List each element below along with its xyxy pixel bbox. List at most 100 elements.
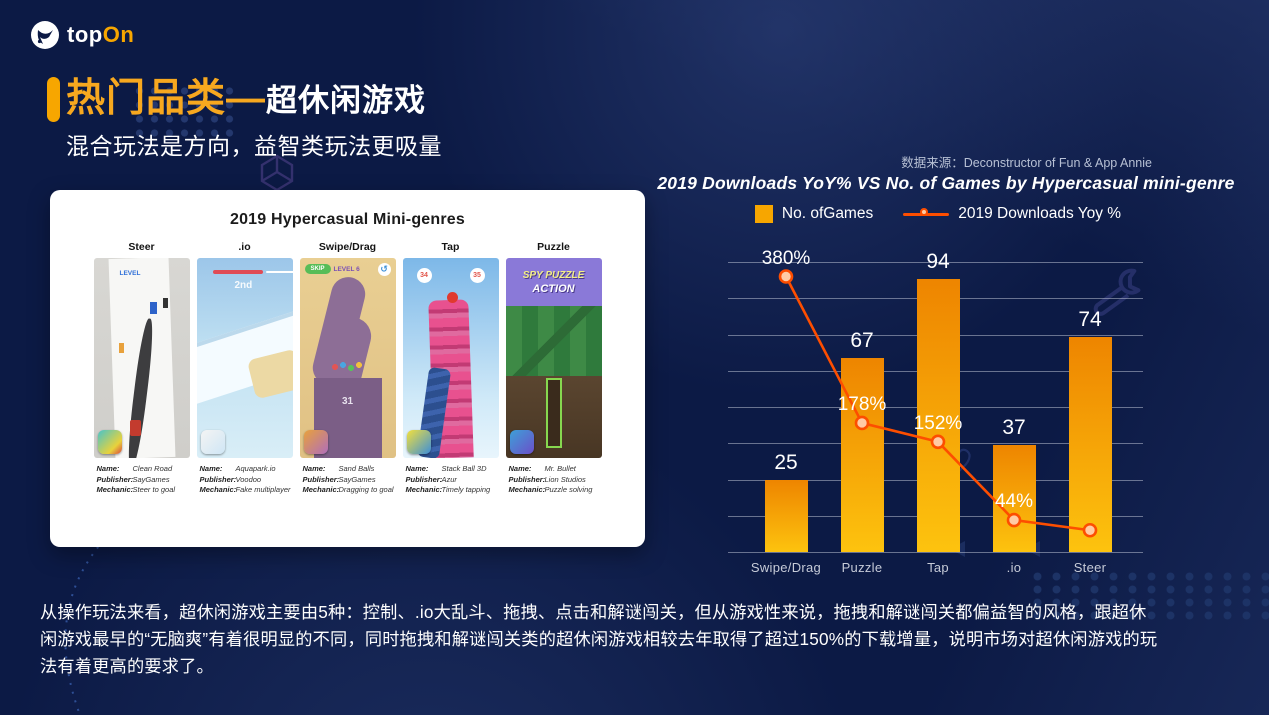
skip-button-label: SKIP xyxy=(304,264,331,274)
x-axis-label: Puzzle xyxy=(841,560,883,575)
genres-card: 2019 Hypercasual Mini-genres Steer LEVEL N… xyxy=(50,190,645,547)
info-label: Publisher: xyxy=(302,474,340,484)
game-column-tap: Tap 34 35 Name: Stack Ball 3D Publisher: Azur M… xyxy=(402,241,499,496)
info-label: Name: xyxy=(302,464,326,473)
line-marker xyxy=(778,269,794,284)
art-shape xyxy=(329,360,366,374)
bar-Tap xyxy=(916,279,960,552)
banner-line1: SPY PUZZLE xyxy=(522,270,585,281)
game-info: Name: Sand Balls Publisher: SayGames Mechani… xyxy=(300,464,396,496)
dot-grid-decoration xyxy=(1028,570,1269,622)
page-subtitle: 混合玩法是方向，益智类玩法更吸量 xyxy=(66,133,442,159)
info-row-name: Name: Stack Ball 3D xyxy=(406,464,499,475)
info-value: Aquapark.io xyxy=(235,464,276,473)
undo-icon: ↺ xyxy=(377,263,391,276)
legend-bar-label: No. ofGames xyxy=(781,205,874,222)
info-row-name: Name: Clean Road xyxy=(97,464,190,475)
chart-title: 2019 Downloads YoY% VS No. of Games by H… xyxy=(657,173,1235,193)
data-source-note: 数据来源：Deconstructor of Fun & App Annie xyxy=(901,156,1152,170)
level-label: LEVEL 6 xyxy=(333,266,360,273)
gridline xyxy=(728,552,1143,553)
info-label: Publisher: xyxy=(508,474,546,484)
info-row-publisher: Publisher: Azur xyxy=(406,475,499,486)
game-column-swipe: Swipe/Drag SKIP LEVEL 6 31 ↺ Name: Sand Balls P… xyxy=(299,241,396,496)
art-shape xyxy=(129,420,141,436)
page-title-rest: 超休闲游戏 xyxy=(266,83,427,118)
info-label: Mechanic: xyxy=(199,485,237,494)
rank-label: 2nd xyxy=(234,280,253,291)
genre-header: .io xyxy=(238,241,251,253)
info-label: Publisher: xyxy=(199,474,237,484)
app-icon xyxy=(303,430,328,454)
game-info: Name: Mr. Bullet Publisher: Lion Studios Mec… xyxy=(506,464,602,496)
chart-legend: No. ofGames 2019 Downloads Yoy % xyxy=(728,205,1148,223)
genre-header: Puzzle xyxy=(537,241,570,253)
info-row-publisher: Publisher: SayGames xyxy=(303,475,396,486)
info-row-mechanic: Mechanic: Timely tapping xyxy=(406,485,499,496)
info-row-name: Name: Aquapark.io xyxy=(200,464,293,475)
brand-logo: topOn xyxy=(30,20,134,50)
info-value: Dragging to goal xyxy=(338,485,394,494)
info-value: Timely tapping xyxy=(441,485,491,494)
page-title-highlight: 热门品类— xyxy=(66,77,267,120)
x-axis-label: Steer xyxy=(1073,560,1107,575)
progress-from: 34 xyxy=(416,268,432,283)
app-icon xyxy=(406,430,431,454)
game-screenshot-puzzle: SPY PUZZLE ACTION xyxy=(505,258,602,458)
info-value: Stack Ball 3D xyxy=(441,464,487,473)
line-marker xyxy=(1006,512,1022,528)
card-title: 2019 Hypercasual Mini-genres xyxy=(229,211,466,228)
info-value: Clean Road xyxy=(132,464,173,473)
art-shape xyxy=(545,378,562,448)
game-info: Name: Stack Ball 3D Publisher: Azur Mechanic… xyxy=(403,464,499,496)
line-marker xyxy=(930,434,946,450)
info-row-publisher: Publisher: Lion Studios xyxy=(509,475,602,486)
wrench-icon xyxy=(1093,268,1141,316)
bar-value-label: 67 xyxy=(850,328,874,352)
bar-value-label: 25 xyxy=(774,450,798,474)
analysis-paragraph: 从操作玩法来看，超休闲游戏主要由5种：控制、.io大乱斗、拖拽、点击和解谜闯关，… xyxy=(40,602,1158,676)
line-value-label: 44% xyxy=(994,491,1034,513)
app-icon xyxy=(200,430,225,454)
page-title: 热门品类—超休闲游戏 xyxy=(66,74,426,132)
gridline xyxy=(728,262,1143,263)
genre-header: Swipe/Drag xyxy=(318,241,377,253)
game-screenshot-tap: 34 35 xyxy=(402,258,499,458)
info-row-publisher: Publisher: SayGames xyxy=(97,475,190,486)
app-icon xyxy=(509,430,534,454)
line-value-label: 152% xyxy=(913,412,963,434)
info-label: Mechanic: xyxy=(405,485,443,494)
legend-bar-swatch xyxy=(754,205,773,223)
x-axis-label: Swipe/Drag xyxy=(750,560,822,575)
game-screenshot-io: 2nd xyxy=(196,258,293,458)
combo-chart: 25 Swipe/Drag 67 Puzzle 94 Tap 37 .io 74 Steer 380… xyxy=(728,240,1148,580)
art-shape xyxy=(212,270,263,274)
progress-to: 35 xyxy=(469,268,485,283)
downloads-yoy-line xyxy=(778,269,1098,538)
game-screenshot-swipe: SKIP LEVEL 6 31 ↺ xyxy=(299,258,396,458)
line-marker xyxy=(1082,522,1098,538)
bar-value-label: 37 xyxy=(1002,415,1026,439)
info-label: Mechanic: xyxy=(508,485,546,494)
x-axis-label: Tap xyxy=(927,560,949,575)
info-value: Lion Studios xyxy=(544,474,586,484)
dot-grid-decoration xyxy=(132,84,240,138)
info-value: Steer to goal xyxy=(132,485,176,494)
game-column-steer: Steer LEVEL Name: Clean Road Publisher: SayGa… xyxy=(93,241,190,496)
info-row-mechanic: Mechanic: Dragging to goal xyxy=(303,485,396,496)
info-row-name: Name: Mr. Bullet xyxy=(509,464,602,475)
bar-value-label: 74 xyxy=(1078,308,1102,332)
bar-value-label: 94 xyxy=(926,250,950,274)
legend-line-label: 2019 Downloads Yoy % xyxy=(958,205,1122,222)
info-label: Mechanic: xyxy=(96,485,134,494)
bar-Puzzle xyxy=(840,357,884,552)
bar-Steer xyxy=(1068,337,1112,552)
art-shape xyxy=(505,306,602,376)
legend-line-swatch xyxy=(903,208,950,216)
topon-logo-icon xyxy=(31,21,59,49)
app-icon xyxy=(97,430,122,454)
info-row-publisher: Publisher: Voodoo xyxy=(200,475,293,486)
brand-wordmark: topOn xyxy=(67,22,135,47)
info-row-mechanic: Mechanic: Fake multiplayer xyxy=(200,485,293,496)
